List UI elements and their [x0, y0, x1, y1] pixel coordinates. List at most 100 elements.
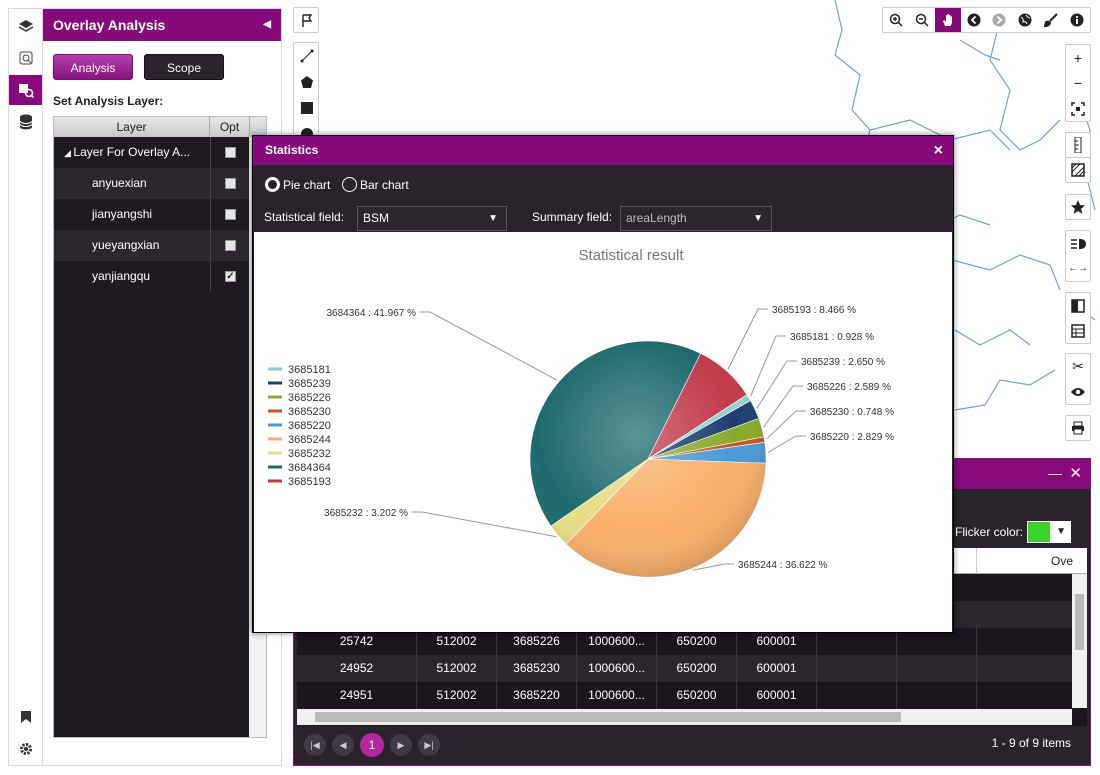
- full-extent-icon[interactable]: [1065, 96, 1091, 122]
- back-icon[interactable]: [961, 8, 987, 32]
- table-row[interactable]: 24952 512002 3685230 1000600... 650200 6…: [297, 655, 1073, 682]
- legend-item[interactable]: 3685239: [288, 378, 331, 390]
- legend-icon[interactable]: [1065, 230, 1091, 256]
- first-page-icon[interactable]: |◀: [304, 734, 326, 756]
- layer-name: jianyangshi: [92, 207, 153, 221]
- polyline-icon[interactable]: [294, 43, 320, 69]
- overlay-analysis-icon[interactable]: [9, 75, 43, 105]
- summary-field-select[interactable]: areaLength ▼: [620, 206, 772, 231]
- forward-icon[interactable]: [987, 8, 1013, 32]
- data-label: 3685232 : 3.202 %: [324, 508, 408, 519]
- layer-name: yanjiangqu: [92, 269, 151, 283]
- statistical-field-label: Statistical field:: [264, 210, 345, 224]
- radio-selected[interactable]: [265, 177, 280, 192]
- database-icon[interactable]: [9, 107, 43, 137]
- table-icon[interactable]: [1065, 318, 1091, 344]
- scroll-thumb[interactable]: [1075, 594, 1084, 650]
- layer-name: anyuexian: [92, 176, 147, 190]
- bookmark-icon[interactable]: [9, 702, 43, 732]
- compare-icon[interactable]: [1065, 292, 1091, 318]
- radio-unselected[interactable]: [342, 177, 357, 192]
- flag-icon[interactable]: [294, 8, 320, 34]
- draw-toolbar: [293, 42, 319, 142]
- leader-line: [750, 335, 786, 397]
- measure-area-icon[interactable]: [1065, 157, 1091, 183]
- draw-toggle[interactable]: [293, 7, 319, 33]
- pie-chart-label: Pie chart: [283, 177, 331, 192]
- left-rail: [8, 8, 43, 766]
- layer-checkbox[interactable]: [225, 147, 236, 158]
- scroll-thumb[interactable]: [315, 712, 901, 722]
- eye-icon[interactable]: [1065, 379, 1091, 405]
- legend-item[interactable]: 3685230: [288, 406, 331, 418]
- expand-triangle-icon[interactable]: ◢: [64, 148, 74, 158]
- last-page-icon[interactable]: ▶|: [418, 734, 440, 756]
- data-label: 3685226 : 2.589 %: [807, 382, 891, 393]
- grid-col[interactable]: [897, 548, 977, 574]
- close-icon[interactable]: ✕: [1069, 465, 1082, 482]
- brush-icon[interactable]: [1038, 8, 1064, 32]
- pie-chart-radio[interactable]: Pie chart: [265, 177, 330, 192]
- scissors-icon[interactable]: ✂: [1065, 353, 1091, 379]
- layer-checkbox[interactable]: [225, 178, 236, 189]
- next-page-icon[interactable]: ▶: [390, 734, 412, 756]
- gear-icon[interactable]: [9, 734, 43, 764]
- cell: 512002: [417, 655, 497, 682]
- legend-item[interactable]: 3685244: [288, 434, 331, 446]
- legend-item[interactable]: 3685226: [288, 392, 331, 404]
- leader-line: [766, 410, 806, 440]
- bar-chart-radio[interactable]: Bar chart: [342, 177, 409, 192]
- collapse-icon[interactable]: ◀: [263, 19, 271, 30]
- pentagon-icon[interactable]: [294, 69, 320, 95]
- layer-group-row[interactable]: ◢ Layer For Overlay A...: [54, 137, 266, 168]
- statistical-field-select[interactable]: BSM ▼: [357, 206, 507, 231]
- table-row[interactable]: 25742 512002 3685226 1000600... 650200 6…: [297, 628, 1073, 655]
- measure-distance-icon[interactable]: [1065, 132, 1091, 158]
- legend-item[interactable]: 3685181: [288, 364, 331, 376]
- layer-row[interactable]: yanjiangqu ✓: [54, 261, 266, 292]
- rectangle-icon[interactable]: [294, 95, 320, 121]
- legend-item[interactable]: 3685220: [288, 420, 331, 432]
- grid-vertical-scrollbar[interactable]: [1072, 574, 1087, 708]
- col-opt: Opt: [210, 117, 250, 137]
- legend-item[interactable]: 3685232: [288, 448, 331, 460]
- analysis-tab-button[interactable]: Analysis: [53, 54, 133, 80]
- leader-line: [763, 385, 803, 428]
- layer-row[interactable]: yueyangxian: [54, 230, 266, 261]
- plus-icon[interactable]: +: [1065, 44, 1091, 70]
- info-icon[interactable]: [1064, 8, 1090, 32]
- table-row[interactable]: 24951 512002 3685220 1000600... 650200 6…: [297, 682, 1073, 709]
- cell: [897, 628, 977, 655]
- cell: 512002: [417, 682, 497, 709]
- prev-page-icon[interactable]: ◀: [332, 734, 354, 756]
- legend-item[interactable]: 3685193: [288, 476, 331, 488]
- data-label: 3685220 : 2.829 %: [810, 432, 894, 443]
- pan-hand-icon[interactable]: [934, 8, 961, 32]
- print-icon[interactable]: [1065, 415, 1091, 441]
- layer-row[interactable]: anyuexian: [54, 168, 266, 199]
- cell: [897, 655, 977, 682]
- zoom-out-icon[interactable]: [909, 8, 935, 32]
- zoom-in-icon[interactable]: [883, 8, 909, 32]
- grid-horizontal-scrollbar[interactable]: [297, 709, 1072, 725]
- favorite-icon[interactable]: [1065, 194, 1091, 220]
- layer-checkbox-checked[interactable]: ✓: [225, 270, 236, 282]
- legend-item[interactable]: 3684364: [288, 462, 331, 474]
- layer-row[interactable]: jianyangshi: [54, 199, 266, 230]
- close-icon[interactable]: ×: [933, 142, 943, 159]
- layer-checkbox[interactable]: [225, 240, 236, 251]
- statistical-field-value: BSM: [363, 211, 390, 225]
- flicker-color-swatch[interactable]: [1027, 521, 1052, 543]
- chevron-down-icon[interactable]: ▼: [1051, 521, 1072, 543]
- minus-icon[interactable]: −: [1065, 70, 1091, 96]
- globe-icon[interactable]: [1012, 8, 1038, 32]
- minimize-icon[interactable]: —: [1048, 465, 1062, 481]
- layers-icon[interactable]: [9, 11, 43, 41]
- swipe-icon[interactable]: ←→: [1065, 256, 1091, 282]
- layer-table: Layer Opt ◢ Layer For Overlay A... anyue…: [53, 116, 267, 738]
- search-icon[interactable]: [9, 43, 43, 73]
- layer-checkbox[interactable]: [225, 209, 236, 220]
- scope-tab-button[interactable]: Scope: [144, 54, 224, 80]
- current-page-button[interactable]: 1: [360, 733, 384, 757]
- grid-col-ove[interactable]: Ove: [1050, 554, 1073, 568]
